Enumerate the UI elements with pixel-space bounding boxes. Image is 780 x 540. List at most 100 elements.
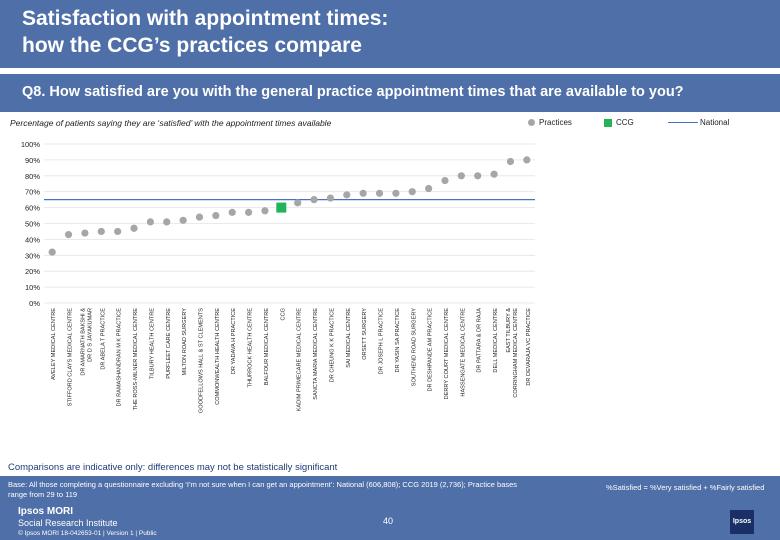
category-label-line: DR YADAVA H PRACTICE — [231, 308, 237, 374]
practice-point — [506, 157, 515, 166]
legend-ccg-marker — [604, 118, 612, 127]
y-tick-label: 70% — [25, 188, 40, 197]
satisfaction-chart: 0% 10% 20% 30% 40% 50% 60% 70% 80% 90% 100% AVELEY … — [21, 140, 535, 413]
category-label-line: CCG — [280, 308, 286, 320]
practice-point — [441, 176, 449, 185]
practice-point — [392, 189, 400, 197]
practice-point — [130, 224, 138, 232]
category-label-line: THE ROSS-MILNER MEDICAL CENTRE — [133, 308, 139, 411]
legend-national-label: National — [700, 118, 730, 127]
category-label: DELL MEDICAL CENTRE — [493, 308, 499, 373]
chart-subtitle: Percentage of patients saying they are ‘… — [10, 118, 332, 128]
category-label: PURFLEET CARE CENTRE — [166, 308, 172, 379]
category-label: DR YASIN SA PRACTICE — [395, 308, 401, 373]
category-label: DR ABELA T PRACTICE — [100, 308, 106, 370]
category-label: DR DESHPANDE AM PRACTICE — [428, 308, 434, 392]
practice-point — [114, 227, 122, 236]
category-label: SANCTA MARIA MEDICAL CENTRE — [313, 308, 319, 400]
category-label: BALFOUR MEDICAL CENTRE — [264, 308, 270, 385]
practice-point — [490, 170, 498, 178]
legend-ccg-label: CCG — [616, 118, 634, 127]
practice-point — [326, 194, 335, 202]
practice-point — [146, 218, 154, 226]
ccg-marker — [276, 202, 287, 213]
category-label: SOUTHEND ROAD SURGERY — [411, 308, 417, 386]
category-label: DR CHEUNG K K PRACTICE — [329, 308, 335, 383]
practice-point — [228, 208, 236, 216]
legend-ccg: CCG — [604, 118, 634, 127]
category-label-line: CORRINGHAM MEDICAL CENTRE — [513, 308, 519, 398]
category-label: COMMONWEALTH HEALTH CENTRE — [215, 308, 221, 405]
category-label: DR JOSEPH L PRACTICE — [379, 308, 385, 375]
practice-point — [294, 199, 302, 207]
header-bar: Satisfaction with appointment times: how… — [0, 0, 780, 68]
category-label: DR PATTARA & DR RAJA — [477, 308, 483, 373]
category-label-line: SANCTA MARIA MEDICAL CENTRE — [313, 308, 319, 400]
category-label: MILTON ROAD SURGERY — [182, 308, 188, 376]
category-label-line: KADIM PRIMECARE MEDICAL CENTRE — [297, 308, 303, 412]
category-label-line: DERRY COURT MEDICAL CENTRE — [444, 308, 450, 400]
practice-point — [375, 189, 384, 197]
practice-point — [343, 191, 351, 199]
practice-point — [212, 211, 220, 220]
category-label: HASSENGATE MEDICAL CENTRE — [460, 308, 466, 397]
y-tick-label: 80% — [25, 172, 40, 181]
category-label: CCG — [280, 308, 286, 320]
category-label-line: DR DESHPANDE AM PRACTICE — [428, 308, 434, 392]
category-label-line: THURROCK HEALTH CENTRE — [248, 308, 254, 388]
y-tick-label: 60% — [25, 204, 40, 213]
category-label-line: EAST TILBURY & — [506, 308, 512, 353]
practice-point — [97, 227, 105, 236]
category-label: DERRY COURT MEDICAL CENTRE — [444, 308, 450, 400]
legend-national-marker — [668, 122, 698, 124]
title-line-2: how the CCG’s practices compare — [22, 34, 362, 57]
practice-point — [474, 172, 482, 180]
category-label-line: TILBURY HEALTH CENTRE — [149, 308, 155, 379]
category-label-line: GOODFELLOWS HALL & ST CLEMENTS — [198, 308, 204, 413]
category-label-line: PURFLEET CARE CENTRE — [166, 308, 172, 379]
question-bar: Q8. How satisfied are you with the gener… — [0, 74, 780, 112]
y-tick-label: 50% — [25, 220, 40, 229]
category-label: KADIM PRIMECARE MEDICAL CENTRE — [297, 308, 303, 412]
footer: Base: All those completing a questionnai… — [0, 476, 780, 540]
category-label-line: DR YASIN SA PRACTICE — [395, 308, 401, 373]
category-label-line: DELL MEDICAL CENTRE — [493, 308, 499, 373]
practice-point — [64, 231, 73, 239]
category-label-line: BALFOUR MEDICAL CENTRE — [264, 308, 270, 385]
category-label-line: DR AMARNATH BAKSHI & — [80, 308, 86, 376]
category-label-line: DR PATTARA & DR RAJA — [477, 308, 483, 373]
legend-national: National — [668, 118, 729, 127]
category-label-line: DR JOSEPH L PRACTICE — [379, 308, 385, 375]
page-number: 40 — [383, 516, 394, 526]
base-note: Base: All those completing a questionnai… — [8, 480, 518, 499]
category-label: THURROCK HEALTH CENTRE — [248, 308, 254, 388]
practice-point — [408, 188, 416, 196]
category-label: ORSETT SURGERY — [362, 308, 368, 360]
category-label-line: ORSETT SURGERY — [362, 308, 368, 360]
practice-point — [425, 184, 433, 193]
category-label-line: COMMONWEALTH HEALTH CENTRE — [215, 308, 221, 405]
practice-point — [163, 218, 171, 226]
caveat-text: Comparisons are indicative only: differe… — [8, 462, 338, 473]
y-tick-label: 30% — [25, 251, 40, 260]
practice-point — [310, 196, 318, 204]
category-label-line: DR CHEUNG K K PRACTICE — [329, 308, 335, 383]
practice-point — [48, 248, 56, 256]
category-label: DR YADAVA H PRACTICE — [231, 308, 237, 374]
ipsos-logo: Ipsos — [730, 510, 754, 534]
practice-point — [359, 189, 367, 197]
category-label-line: SAI MEDICAL CENTRE — [346, 308, 352, 368]
y-tick-label: 100% — [21, 140, 41, 149]
satisfied-formula: %Satisfied = %Very satisfied + %Fairly s… — [606, 483, 765, 492]
category-label: EAST TILBURY &CORRINGHAM MEDICAL CENTRE — [506, 308, 519, 398]
practice-point — [244, 208, 253, 216]
category-label-line: DR DEVARAJA VC PRACTICE — [526, 308, 532, 386]
y-tick-label: 90% — [25, 156, 40, 165]
practice-point — [179, 216, 187, 224]
practice-point — [523, 156, 531, 164]
y-tick-label: 10% — [25, 283, 40, 292]
category-label-line: DR D S JAYAKUMAR — [87, 308, 93, 362]
legend-practices-marker — [528, 119, 535, 127]
category-label: STIFFORD CLAYS MEDICAL CENTRE — [68, 308, 74, 406]
category-label: TILBURY HEALTH CENTRE — [149, 308, 155, 379]
